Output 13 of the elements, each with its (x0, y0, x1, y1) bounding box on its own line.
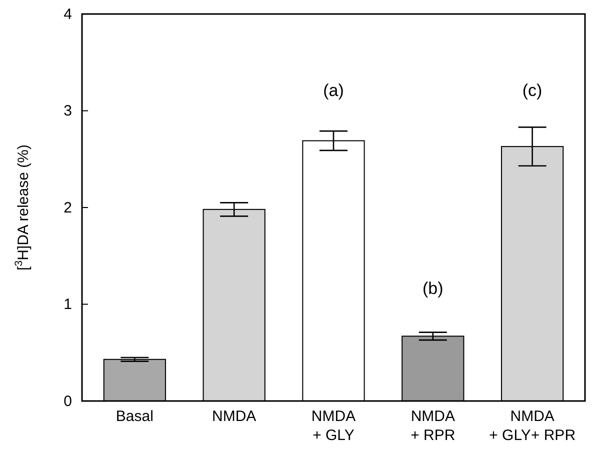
x-tick-label: NMDA (212, 408, 256, 425)
annotation: (a) (323, 81, 344, 100)
y-tick-label: 4 (64, 6, 72, 23)
x-tick-label: NMDA + GLY+ RPR (489, 408, 576, 444)
x-tick-label: NMDA + GLY (311, 408, 356, 444)
annotation: (c) (522, 81, 542, 100)
y-tick-label: 1 (64, 296, 72, 314)
y-tick-label: 2 (64, 199, 72, 216)
y-tick-label: 3 (64, 102, 72, 120)
y-tick-label: 0 (64, 392, 72, 410)
x-tick-label: Basal (116, 408, 154, 425)
x-tick-label: NMDA + RPR (410, 408, 456, 444)
annotation: (b) (422, 279, 444, 298)
